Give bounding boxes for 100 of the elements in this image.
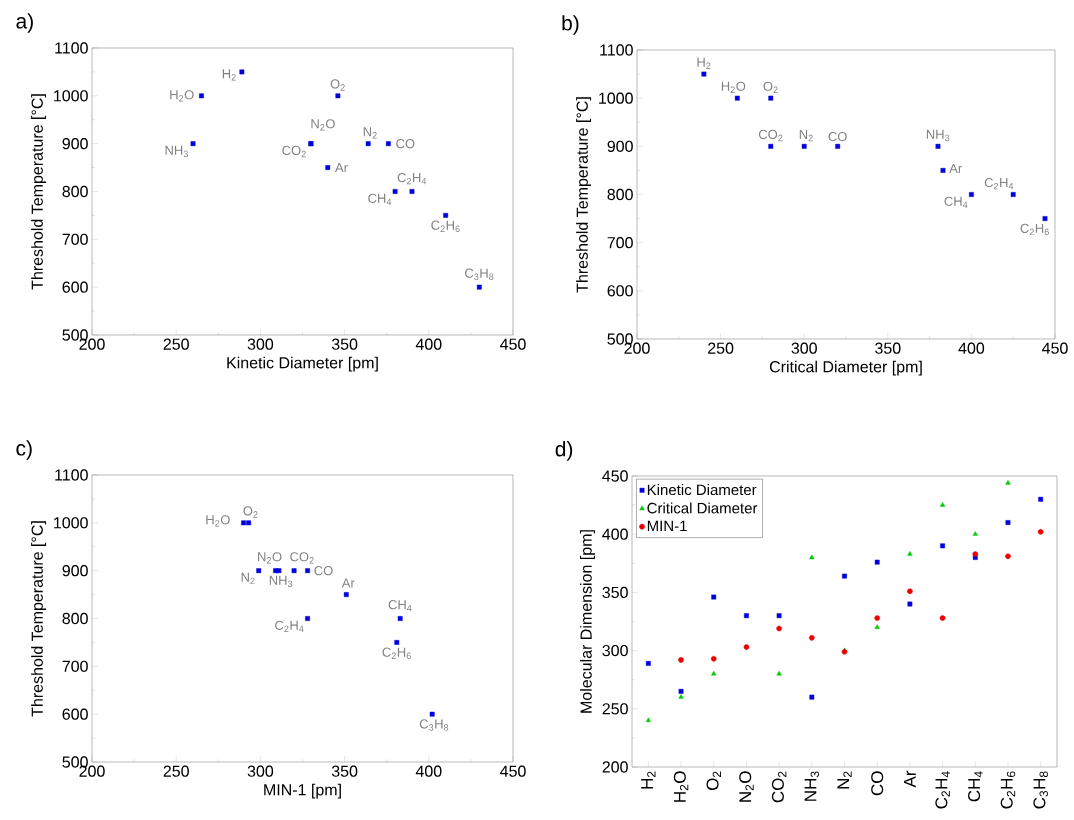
annotation: C$_{2}$H$_{6}$ xyxy=(382,647,411,660)
y-tick-label: 900 xyxy=(62,138,88,150)
legend-label: Critical Diameter xyxy=(647,502,758,514)
point xyxy=(939,502,946,507)
x-tick-label: 450 xyxy=(500,338,526,350)
annotation: N$_{2}$ xyxy=(241,572,255,585)
point xyxy=(972,531,978,536)
x-axis-title: Kinetic Diameter [pm] xyxy=(227,356,378,372)
x-tick-label: 400 xyxy=(415,765,442,777)
annotation: O$_{2}$ xyxy=(763,81,778,93)
point xyxy=(842,573,847,579)
x-tick-label: H$_{2}$O xyxy=(673,771,689,802)
y-tick-label: 900 xyxy=(607,140,633,152)
annotation: CO$_{2}$ xyxy=(758,129,783,142)
point xyxy=(1037,529,1044,535)
x-tick-label: C$_{2}$H$_{4}$ xyxy=(935,771,950,809)
x-tick-label: 350 xyxy=(331,765,358,777)
x-axis-title: MIN-1 [pm] xyxy=(264,783,341,799)
annotation: O$_{2}$ xyxy=(330,79,345,91)
annotation: CO$_{2}$ xyxy=(290,552,314,564)
annotation: H$_{2}$O xyxy=(721,81,746,93)
point xyxy=(305,568,310,574)
x-tick-label: 250 xyxy=(163,765,189,777)
x-tick-label: CO$_{2}$ xyxy=(771,771,787,803)
y-tick-label: 400 xyxy=(602,528,628,540)
point xyxy=(809,694,815,700)
y-tick-label: 250 xyxy=(602,703,628,715)
y-tick-label: 700 xyxy=(62,233,88,245)
x-tick-label: 450 xyxy=(1042,342,1068,354)
point xyxy=(443,213,449,218)
point xyxy=(972,551,979,557)
point xyxy=(940,543,945,549)
y-tick-label: 300 xyxy=(602,644,628,657)
point xyxy=(429,711,435,717)
x-tick-label: 400 xyxy=(958,342,985,354)
point xyxy=(409,189,415,194)
point xyxy=(744,613,749,619)
x-tick-label: NH$_{3}$ xyxy=(804,771,820,801)
point xyxy=(241,520,246,526)
annotation: H$_{2}$O xyxy=(170,90,194,102)
point xyxy=(394,640,400,645)
y-tick-label: 700 xyxy=(62,660,88,672)
x-tick-label: 400 xyxy=(415,338,442,350)
point xyxy=(246,520,252,526)
point xyxy=(1010,192,1016,197)
point xyxy=(1005,520,1011,525)
annotation: C$_{2}$H$_{4}$ xyxy=(275,620,304,633)
annotation: H$_{2}$ xyxy=(222,69,236,81)
y-tick-label: 1100 xyxy=(55,42,88,54)
x-tick-label: O$_{2}$ xyxy=(706,771,721,791)
annotation: CO xyxy=(314,566,333,576)
annotation: C$_{2}$H$_{4}$ xyxy=(984,177,1014,190)
point xyxy=(343,592,349,597)
x-axis-title: Critical Diameter [pm] xyxy=(769,360,922,376)
point xyxy=(645,661,651,666)
y-axis-title: Threshold Temperature [°C] xyxy=(31,521,47,717)
point xyxy=(835,143,841,149)
point xyxy=(678,694,684,699)
point xyxy=(776,613,782,619)
y-tick-label: 800 xyxy=(607,188,633,201)
annotation: N$_{2}$O xyxy=(258,552,282,564)
y-tick-label: 1000 xyxy=(599,92,633,104)
point xyxy=(874,615,880,621)
y-tick-label: 1000 xyxy=(54,90,88,102)
annotation: NH$_{3}$ xyxy=(165,145,188,158)
legend-label: MIN-1 xyxy=(647,520,687,532)
y-tick-label: 450 xyxy=(602,470,628,482)
point xyxy=(256,568,262,574)
y-tick-label: 1100 xyxy=(600,44,633,56)
point xyxy=(743,644,750,650)
legend-label: Kinetic Diameter xyxy=(647,484,757,496)
point xyxy=(305,616,310,621)
point xyxy=(397,616,403,621)
x-tick-label: 350 xyxy=(331,338,358,350)
point xyxy=(801,143,807,149)
point xyxy=(199,93,204,99)
annotation: CO xyxy=(396,139,415,149)
y-tick-label: 800 xyxy=(62,185,88,198)
y-axis-title: Threshold Temperature [°C] xyxy=(576,97,592,293)
y-axis-title: Molecular Dimension [pm] xyxy=(580,530,595,713)
annotation: Ar xyxy=(334,163,348,173)
y-tick-label: 900 xyxy=(62,565,88,577)
x-tick-label: 250 xyxy=(708,342,734,354)
y-tick-label: 1100 xyxy=(55,469,88,481)
chart-title: c) xyxy=(16,440,32,460)
y-tick-label: 600 xyxy=(62,708,88,720)
x-tick-label: C$_{3}$H$_{8}$ xyxy=(1033,771,1048,809)
y-tick-label: 600 xyxy=(62,281,88,293)
point xyxy=(1005,553,1011,560)
x-tick-label: 350 xyxy=(875,342,901,354)
point xyxy=(734,95,740,101)
point xyxy=(907,601,913,607)
point xyxy=(940,168,946,173)
x-tick-label: CO xyxy=(871,771,884,796)
point xyxy=(678,688,684,694)
x-tick-label: 450 xyxy=(500,765,526,777)
point xyxy=(1005,479,1011,485)
x-tick-label: 300 xyxy=(247,338,274,350)
point xyxy=(809,554,815,560)
annotation: NH$_{3}$ xyxy=(926,129,950,142)
